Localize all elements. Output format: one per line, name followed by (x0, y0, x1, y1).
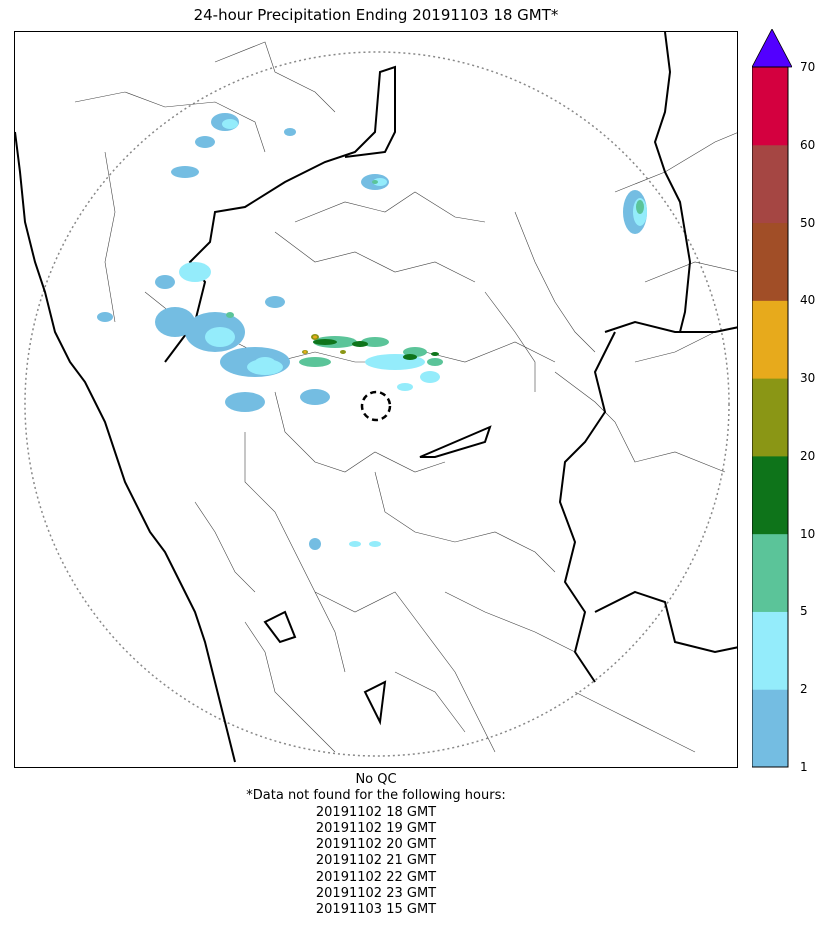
missing-hour: 20191102 21 GMT (315, 853, 437, 869)
precipitation-echoes (97, 113, 647, 550)
colorbar-outline (752, 66, 789, 768)
colorbar-tick-label: 70 (800, 60, 816, 74)
state-boundaries (15, 32, 737, 763)
colorbar-band (752, 611, 788, 690)
missing-hour: 20191103 15 GMT (315, 902, 437, 918)
missing-data-header: *Data not found for the following hours: (246, 788, 506, 804)
colorbar-tick-label: 40 (800, 293, 816, 308)
missing-hour: 20191102 22 GMT (315, 869, 437, 885)
colorbar-band (752, 533, 788, 612)
missing-hour: 20191102 19 GMT (315, 820, 437, 836)
colorbar-tick-label: 20 (800, 448, 816, 463)
colorbar-band (752, 67, 788, 146)
colorbar-tick-label: 5 (800, 604, 808, 619)
colorbar-band (752, 144, 788, 224)
missing-hour: 20191102 18 GMT (315, 804, 437, 820)
colorbar-band (752, 300, 788, 379)
radar-site-marker (360, 390, 392, 422)
colorbar-band (752, 222, 788, 301)
precipitation-map (14, 31, 738, 768)
colorbar-tick-label: 2 (800, 682, 808, 697)
colorbar-band (752, 455, 788, 535)
colorbar-tick-label: 60 (800, 137, 816, 152)
missing-hour: 20191102 23 GMT (315, 886, 437, 902)
precipitation-colorbar (752, 29, 792, 768)
map-canvas (15, 32, 737, 763)
radar-range-ring (24, 51, 730, 757)
colorbar-band (752, 689, 788, 768)
colorbar-band (752, 378, 788, 457)
colorbar-bands (752, 67, 788, 768)
missing-hour: 20191102 20 GMT (315, 837, 437, 853)
colorbar-tick-label: 1 (800, 760, 808, 774)
district-boundaries (74, 41, 737, 753)
colorbar-tick-label: 50 (800, 215, 816, 230)
map-title: 24-hour Precipitation Ending 20191103 18… (193, 6, 559, 24)
qc-status: No QC (355, 772, 397, 787)
colorbar-tick-label: 30 (800, 371, 816, 386)
colorbar-extend-triangle (752, 29, 792, 68)
data-notes: No QC *Data not found for the following … (14, 772, 738, 919)
colorbar-tick-label: 10 (800, 526, 816, 541)
